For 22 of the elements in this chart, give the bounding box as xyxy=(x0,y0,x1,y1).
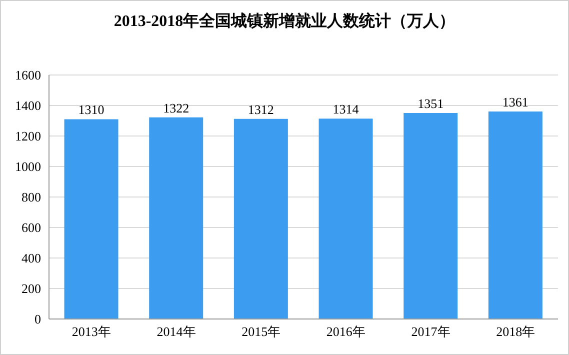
data-label: 1310 xyxy=(78,102,104,118)
x-tick-label: 2014年 xyxy=(156,324,196,340)
y-tick-label: 600 xyxy=(22,220,41,236)
data-label: 1314 xyxy=(332,102,360,117)
y-tick-label: 200 xyxy=(22,281,41,296)
y-tick-label: 1200 xyxy=(15,128,41,144)
data-label: 1322 xyxy=(163,100,190,116)
data-label: 1351 xyxy=(418,96,444,111)
y-tick-label: 0 xyxy=(34,312,41,327)
y-tick-label: 1400 xyxy=(15,98,41,114)
y-tick-label: 1000 xyxy=(15,159,41,174)
x-tick-label: 2016年 xyxy=(326,324,366,340)
data-label: 1312 xyxy=(248,102,274,117)
y-tick-label: 800 xyxy=(22,190,41,205)
chart-title: 2013-2018年全国城镇新增就业人数统计（万人） xyxy=(112,11,456,32)
x-tick-label: 2018年 xyxy=(496,324,536,340)
y-tick-label: 1600 xyxy=(15,68,41,83)
y-tick-label: 400 xyxy=(22,250,41,266)
x-tick-label: 2017年 xyxy=(411,324,450,340)
x-tick-label: 2013年 xyxy=(72,324,111,340)
data-label: 1361 xyxy=(502,94,528,110)
x-tick-label: 2015年 xyxy=(242,324,281,340)
